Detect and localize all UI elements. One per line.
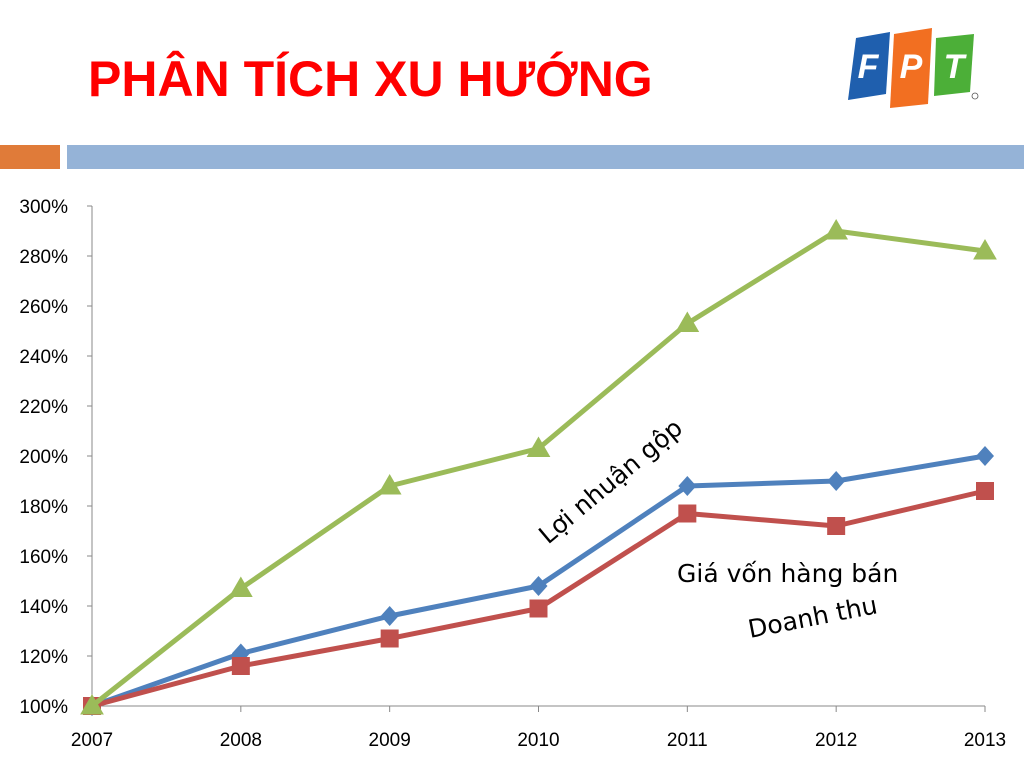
x-tick-label: 2010 [517, 730, 559, 751]
y-tick-label: 200% [19, 447, 68, 468]
data-point [824, 219, 849, 240]
series-label-revenue: Doanh thu [746, 590, 880, 643]
data-point [973, 239, 997, 260]
slide-title: PHÂN TÍCH XU HƯỚNG [88, 51, 653, 107]
series-label-cogs: Giá vốn hàng bán [677, 559, 898, 588]
svg-text:P: P [900, 48, 923, 86]
y-tick-label: 180% [19, 497, 68, 518]
y-tick-label: 260% [19, 297, 68, 318]
x-tick-label: 2008 [220, 730, 262, 751]
x-tick-label: 2009 [369, 730, 411, 751]
data-point [678, 504, 697, 523]
data-point [377, 474, 402, 495]
x-tick-label: 2007 [71, 730, 113, 751]
chart-axes: 100% 120% 140% 160% 180% 200% 220% 240% 260% 280%… [19, 197, 1006, 751]
data-point [827, 517, 846, 535]
x-tick-label: 2012 [815, 730, 857, 751]
y-tick-label: 100% [19, 697, 68, 718]
data-point [526, 436, 551, 457]
y-tick-label: 140% [19, 597, 68, 618]
data-point [80, 694, 104, 715]
logo-t-tile: T [934, 34, 974, 96]
series-line [90, 228, 986, 708]
y-tick-label: 240% [19, 347, 68, 368]
data-point [976, 482, 994, 500]
y-tick-label: 300% [19, 197, 68, 218]
y-tick-label: 280% [19, 247, 68, 268]
series-0 [80, 219, 997, 715]
y-tick-label: 220% [19, 397, 68, 418]
data-point [678, 476, 697, 496]
data-point [529, 599, 548, 618]
chart-series [80, 219, 997, 716]
data-point [529, 576, 548, 596]
data-point [231, 657, 250, 675]
trend-line-chart: 100% 120% 140% 160% 180% 200% 220% 240% 260% 280%… [19, 197, 1006, 751]
svg-text:T: T [944, 48, 968, 86]
y-tick-label: 120% [19, 647, 68, 668]
data-point [380, 606, 399, 626]
data-point [228, 576, 253, 597]
svg-text:F: F [858, 48, 880, 86]
accent-bar-orange [0, 145, 60, 169]
data-point [380, 629, 399, 648]
logo-f-tile: F [848, 32, 890, 100]
data-point [976, 446, 994, 466]
accent-bar-blue [67, 145, 1024, 169]
fpt-logo: F P T [848, 28, 979, 108]
x-tick-label: 2013 [964, 730, 1006, 751]
data-point [675, 311, 700, 332]
y-tick-label: 160% [19, 547, 68, 568]
data-point [827, 471, 846, 491]
logo-p-tile: P [890, 28, 932, 108]
x-tick-label: 2011 [667, 730, 708, 751]
